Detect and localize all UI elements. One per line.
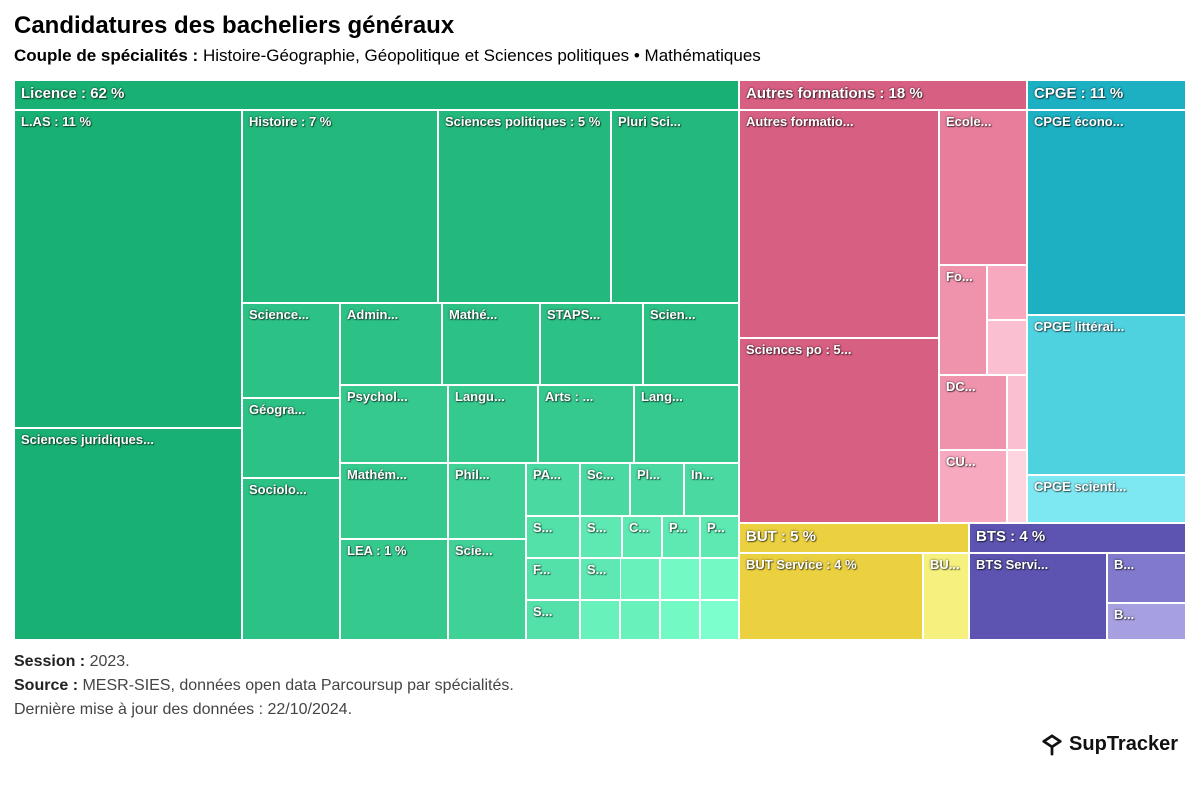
treemap-node: Pluri Sci...	[611, 110, 739, 303]
treemap-node: Autres formations : 18 %	[739, 80, 1027, 110]
treemap-node: Géogra...	[242, 398, 340, 478]
treemap-node	[987, 320, 1027, 375]
treemap-node	[700, 558, 739, 600]
treemap-node	[620, 600, 660, 640]
treemap-node: CU...	[939, 450, 1007, 523]
treemap-node: Mathé...	[442, 303, 540, 385]
treemap-node: Psychol...	[340, 385, 448, 463]
treemap-node	[1007, 375, 1027, 450]
treemap-node	[580, 600, 620, 640]
treemap-node: LEA : 1 %	[340, 539, 448, 640]
treemap-node: CPGE écono...	[1027, 110, 1186, 315]
treemap-node: Histoire : 7 %	[242, 110, 438, 303]
treemap-node	[700, 600, 739, 640]
treemap-node: BTS : 4 %	[969, 523, 1186, 553]
treemap-node: Autres formatio...	[739, 110, 939, 338]
treemap-node: Sc...	[580, 463, 630, 516]
source-label: Source :	[14, 677, 78, 694]
footer: Session : 2023. Source : MESR-SIES, donn…	[14, 650, 1186, 722]
treemap-node: Arts : ...	[538, 385, 634, 463]
treemap-node: L.AS : 11 %	[14, 110, 242, 428]
treemap-node: B...	[1107, 553, 1186, 603]
treemap-node: P...	[700, 516, 739, 558]
treemap-node	[660, 558, 700, 600]
treemap-node: Sciences po : 5...	[739, 338, 939, 523]
treemap-node: P...	[662, 516, 700, 558]
treemap-node: Phil...	[448, 463, 526, 539]
subtitle-value: Histoire-Géographie, Géopolitique et Sci…	[203, 46, 761, 65]
brand-icon	[1041, 734, 1063, 756]
session-value: 2023.	[90, 653, 130, 670]
treemap-node: S...	[526, 516, 580, 558]
treemap-chart: Licence : 62 %Autres formations : 18 %CP…	[14, 80, 1186, 640]
treemap-node: Sciences politiques : 5 %	[438, 110, 611, 303]
treemap-node: Licence : 62 %	[14, 80, 739, 110]
treemap-node: BUT : 5 %	[739, 523, 969, 553]
treemap-node: Lang...	[634, 385, 739, 463]
treemap-node: F...	[526, 558, 580, 600]
treemap-node: BUT Service : 4 %	[739, 553, 923, 640]
treemap-node: Fo...	[939, 265, 987, 375]
treemap-node: BU...	[923, 553, 969, 640]
subtitle: Couple de spécialités : Histoire-Géograp…	[14, 46, 1186, 66]
treemap-node: S...	[526, 600, 580, 640]
page-title: Candidatures des bacheliers généraux	[14, 12, 1186, 40]
treemap-node: B...	[1107, 603, 1186, 640]
treemap-node	[1007, 450, 1027, 523]
treemap-node: Sciences juridiques...	[14, 428, 242, 640]
treemap-node: BTS Servi...	[969, 553, 1107, 640]
brand: SupTracker	[1041, 733, 1178, 756]
treemap-node: C...	[622, 516, 662, 558]
treemap-node: Science...	[242, 303, 340, 398]
treemap-node: Pl...	[630, 463, 684, 516]
treemap-node: Langu...	[448, 385, 538, 463]
treemap-node: CPGE scienti...	[1027, 475, 1186, 523]
treemap-node: Sociolo...	[242, 478, 340, 640]
treemap-node: Mathém...	[340, 463, 448, 539]
treemap-node: S...	[580, 516, 622, 558]
update-value: 22/10/2024.	[267, 701, 352, 718]
treemap-node: Ecole...	[939, 110, 1027, 265]
session-label: Session :	[14, 653, 85, 670]
treemap-node: Scie...	[448, 539, 526, 640]
treemap-node: In...	[684, 463, 739, 516]
treemap-node: Admin...	[340, 303, 442, 385]
treemap-node	[620, 558, 660, 600]
treemap-node: CPGE littérai...	[1027, 315, 1186, 475]
update-label: Dernière mise à jour des données :	[14, 701, 263, 718]
treemap-node	[660, 600, 700, 640]
source-value: MESR-SIES, données open data Parcoursup …	[82, 677, 513, 694]
treemap-node: STAPS...	[540, 303, 643, 385]
treemap-node: CPGE : 11 %	[1027, 80, 1186, 110]
treemap-node: PA...	[526, 463, 580, 516]
treemap-node: DC...	[939, 375, 1007, 450]
treemap-node: Scien...	[643, 303, 739, 385]
treemap-node: S...	[580, 558, 622, 600]
subtitle-label: Couple de spécialités :	[14, 46, 198, 65]
brand-label: SupTracker	[1069, 733, 1178, 756]
treemap-node	[987, 265, 1027, 320]
